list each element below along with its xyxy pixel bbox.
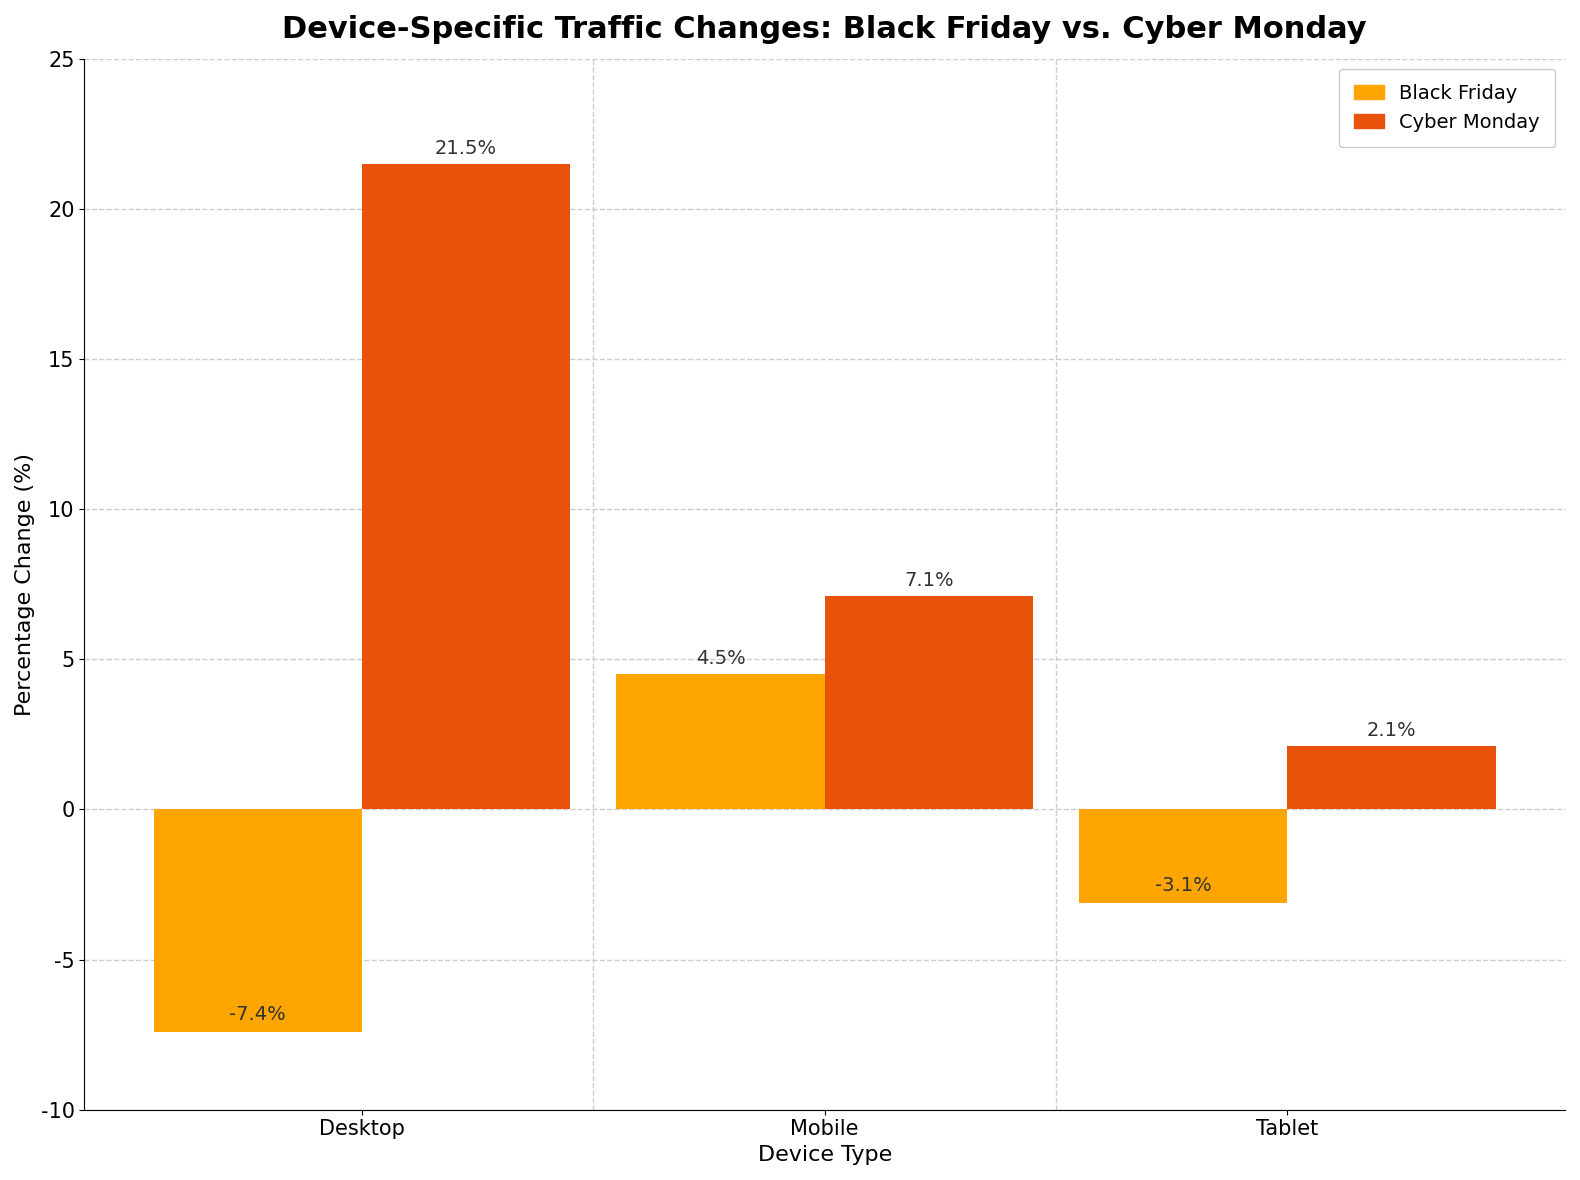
- Text: 7.1%: 7.1%: [904, 571, 954, 590]
- Bar: [1079, 809, 1288, 903]
- Bar: [153, 809, 362, 1031]
- Text: 21.5%: 21.5%: [435, 139, 498, 158]
- Legend: Black Friday, Cyber Monday: Black Friday, Cyber Monday: [1338, 68, 1555, 148]
- Bar: [1288, 747, 1496, 809]
- X-axis label: Device Type: Device Type: [757, 1145, 891, 1165]
- Bar: [825, 596, 1033, 809]
- Y-axis label: Percentage Change (%): Percentage Change (%): [14, 453, 35, 716]
- Bar: [616, 674, 825, 809]
- Bar: [362, 164, 570, 809]
- Text: 4.5%: 4.5%: [695, 649, 746, 668]
- Text: -3.1%: -3.1%: [1155, 876, 1212, 896]
- Title: Device-Specific Traffic Changes: Black Friday vs. Cyber Monday: Device-Specific Traffic Changes: Black F…: [283, 15, 1367, 44]
- Text: 2.1%: 2.1%: [1367, 721, 1416, 740]
- Text: -7.4%: -7.4%: [229, 1005, 286, 1024]
